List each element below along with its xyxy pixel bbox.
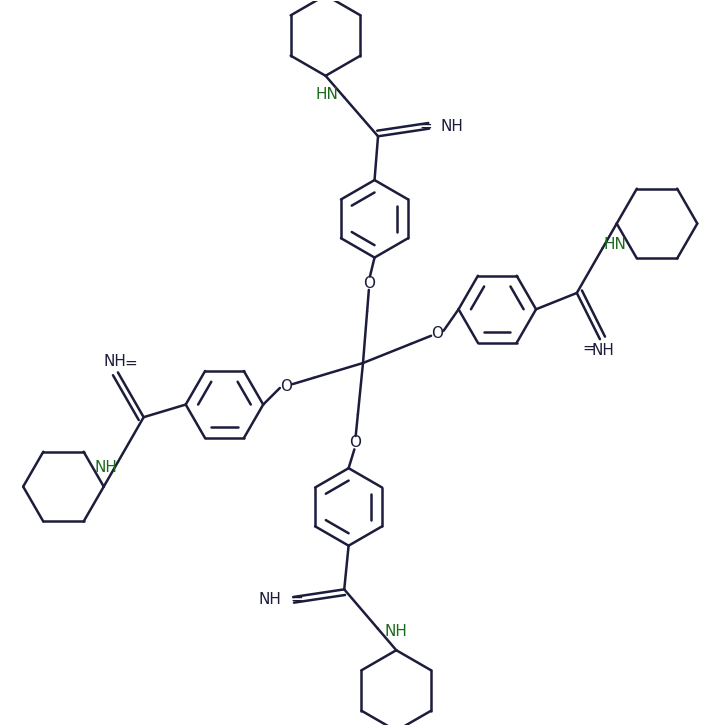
Text: =: =: [290, 592, 303, 607]
Text: O: O: [431, 326, 444, 340]
Text: O: O: [364, 276, 375, 290]
Text: =: =: [582, 341, 595, 356]
Text: NH: NH: [441, 118, 463, 134]
Text: NH: NH: [259, 592, 282, 607]
Text: NH: NH: [104, 354, 127, 369]
Text: NH: NH: [94, 460, 117, 475]
Text: =: =: [124, 356, 137, 370]
Text: HN: HN: [315, 87, 338, 102]
Text: O: O: [349, 435, 361, 450]
Text: =: =: [419, 118, 432, 134]
Text: O: O: [280, 378, 293, 393]
Text: NH: NH: [591, 343, 614, 358]
Text: HN: HN: [603, 237, 627, 251]
Text: NH: NH: [384, 624, 407, 639]
